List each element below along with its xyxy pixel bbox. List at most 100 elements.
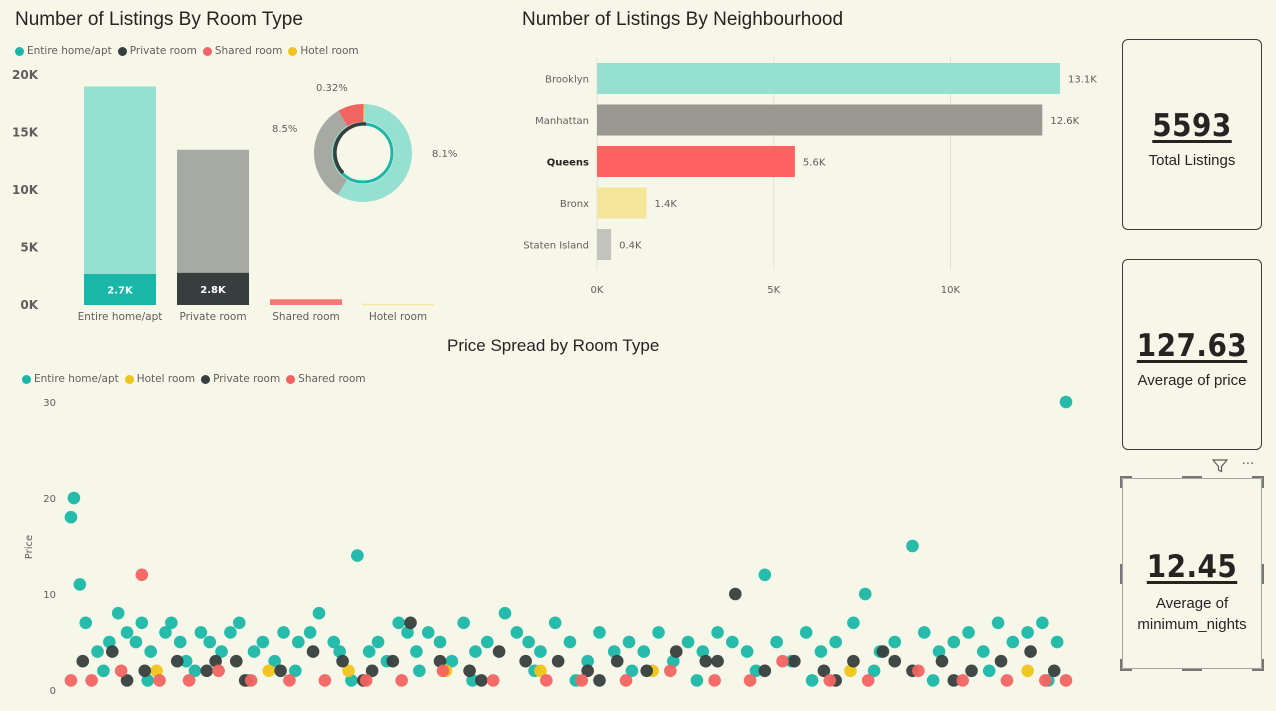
scatter-point — [814, 645, 828, 658]
scatter-point — [64, 510, 78, 524]
scatter-point — [138, 664, 152, 678]
scatter-point — [318, 674, 332, 687]
scatter-point — [433, 654, 447, 668]
legend-item[interactable]: Entire home/apt — [15, 45, 112, 57]
scatter-point — [607, 645, 621, 658]
legend-item[interactable]: Hotel room — [124, 373, 195, 385]
more-options-icon[interactable]: ··· — [1241, 456, 1255, 472]
scatter-point — [844, 664, 857, 678]
price-chart-title: Price Spread by Room Type — [447, 336, 660, 355]
scatter-point — [540, 674, 553, 687]
legend-label: Private room — [213, 373, 281, 385]
scatter-point — [283, 674, 296, 687]
scatter-point — [711, 654, 724, 668]
bar-segment — [177, 149, 249, 273]
scatter-point — [170, 654, 184, 668]
bar-segment — [270, 299, 342, 305]
y-tick-label: 0 — [50, 686, 56, 697]
scatter-point — [371, 635, 385, 649]
scatter-point — [888, 635, 902, 649]
scatter-point — [150, 664, 163, 678]
scatter-point — [664, 664, 677, 678]
x-category-label: Private room — [179, 311, 246, 323]
scatter-point — [64, 674, 78, 687]
legend-dot-icon — [15, 46, 24, 56]
average-minimum-nights-card[interactable]: 12.45 Average of minimum_nights — [1122, 478, 1262, 669]
scatter-point — [776, 654, 789, 668]
scatter-point — [593, 626, 606, 639]
scatter-point — [182, 674, 196, 687]
scatter-point — [91, 645, 104, 658]
legend-item[interactable]: Entire home/apt — [22, 373, 119, 385]
total-listings-card[interactable]: 5593 Total Listings — [1122, 39, 1262, 230]
scatter-point — [726, 635, 739, 649]
donut-data-label: 8.1% — [432, 149, 457, 160]
scatter-point — [230, 654, 243, 668]
scatter-point — [1006, 635, 1020, 649]
scatter-point — [244, 674, 258, 687]
scatter-point — [758, 664, 772, 678]
average-price-card[interactable]: 127.63 Average of price — [1122, 259, 1262, 450]
y-tick-label: 20K — [12, 68, 39, 82]
scatter-point — [563, 635, 577, 649]
scatter-point — [486, 674, 500, 687]
scatter-point — [392, 616, 405, 630]
scatter-point — [994, 654, 1008, 668]
card-label: Average of price — [1137, 372, 1247, 389]
resize-handle[interactable] — [1262, 564, 1264, 584]
bar — [597, 63, 1060, 94]
scatter-point — [73, 578, 87, 591]
bar-data-label: 1.4K — [654, 199, 677, 210]
scatter-point — [165, 616, 178, 630]
legend-item[interactable]: Private room — [117, 45, 197, 57]
scatter-point — [622, 635, 636, 649]
scatter-point — [469, 645, 482, 658]
scatter-point — [365, 664, 379, 678]
scatter-point — [135, 568, 149, 582]
scatter-point — [342, 664, 355, 678]
legend-item[interactable]: Private room — [201, 373, 280, 385]
scatter-point — [120, 626, 134, 639]
scatter-point — [534, 664, 547, 678]
scatter-point — [947, 674, 961, 687]
scatter-point — [1039, 674, 1052, 687]
filter-icon[interactable] — [1210, 457, 1230, 475]
scatter-point — [1050, 635, 1064, 649]
scatter-point — [1059, 674, 1073, 687]
scatter-point — [912, 664, 925, 678]
scatter-point — [129, 635, 143, 649]
y-tick-label: 10K — [12, 183, 39, 197]
legend-dot-icon — [288, 46, 298, 56]
bar — [597, 187, 647, 219]
legend-item[interactable]: Hotel room — [288, 45, 359, 57]
neighbourhood-chart-title: Number of Listings By Neighbourhood — [522, 9, 844, 30]
scatter-point — [395, 674, 408, 687]
scatter-point — [982, 664, 996, 678]
scatter-point — [743, 674, 757, 687]
scatter-point — [519, 654, 532, 668]
bar — [597, 146, 795, 177]
scatter-point — [179, 654, 193, 668]
y-tick-label: 10 — [43, 590, 56, 601]
bar-data-label: 5.6K — [803, 158, 826, 169]
donut-inner-ring — [333, 122, 367, 175]
scatter-point — [268, 654, 281, 668]
scatter-point — [111, 606, 125, 620]
scatter-point — [359, 674, 373, 687]
legend-item[interactable]: Shared room — [202, 45, 282, 57]
y-axis-label: Price — [24, 535, 35, 559]
scatter-point — [947, 635, 961, 649]
resize-handle[interactable] — [1182, 669, 1202, 671]
legend-label: Hotel room — [300, 45, 359, 57]
legend-item[interactable]: Shared room — [286, 373, 366, 385]
scatter-point — [788, 654, 801, 668]
scatter-point — [847, 616, 860, 630]
scatter-point — [247, 645, 261, 658]
bar — [597, 104, 1043, 136]
scatter-point — [76, 654, 90, 668]
scatter-point — [740, 645, 754, 658]
scatter-point — [610, 654, 624, 668]
bar-data-label: 12.6K — [1050, 116, 1079, 127]
scatter-point — [256, 635, 270, 649]
scatter-point — [858, 587, 872, 601]
